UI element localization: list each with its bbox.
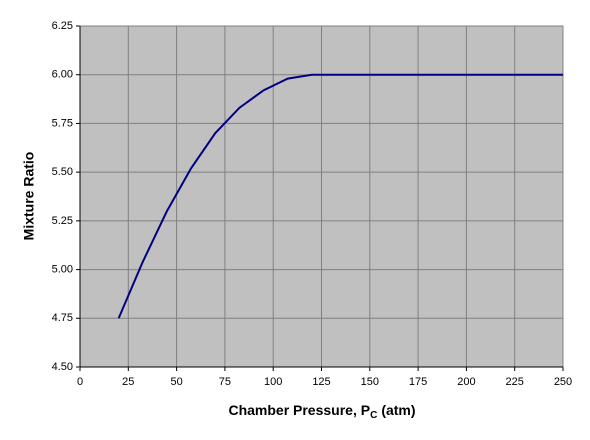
y-axis-title: Mixture Ratio (21, 152, 37, 241)
x-tick-label: 100 (264, 376, 282, 388)
y-tick-label: 4.75 (52, 312, 73, 324)
x-tick-label: 75 (219, 376, 231, 388)
x-axis-title: Chamber Pressure, PC (atm) (228, 402, 415, 421)
y-tick-label: 5.50 (52, 166, 73, 178)
line-series (117, 73, 563, 319)
x-tick-label: 200 (457, 376, 475, 388)
x-tick-label: 125 (312, 376, 330, 388)
y-tick-label: 5.75 (52, 117, 73, 129)
x-axis-title-suffix: (atm) (381, 402, 415, 418)
x-tick-label: 225 (506, 376, 524, 388)
y-tick-label: 5.25 (52, 215, 73, 227)
x-tick-label: 25 (122, 376, 134, 388)
x-tick-label: 0 (77, 376, 83, 388)
x-axis-title-sub: C (370, 410, 377, 421)
y-tick-label: 6.00 (52, 69, 73, 81)
x-axis-title-main: Chamber Pressure, P (228, 402, 370, 418)
y-tick-label: 4.50 (52, 361, 73, 373)
y-tick-label: 6.25 (52, 20, 73, 32)
x-tick-label: 150 (361, 376, 379, 388)
x-tick-label: 50 (170, 376, 182, 388)
y-tick-label: 5.00 (52, 263, 73, 275)
x-tick-label: 250 (554, 376, 572, 388)
x-tick-label: 175 (409, 376, 427, 388)
